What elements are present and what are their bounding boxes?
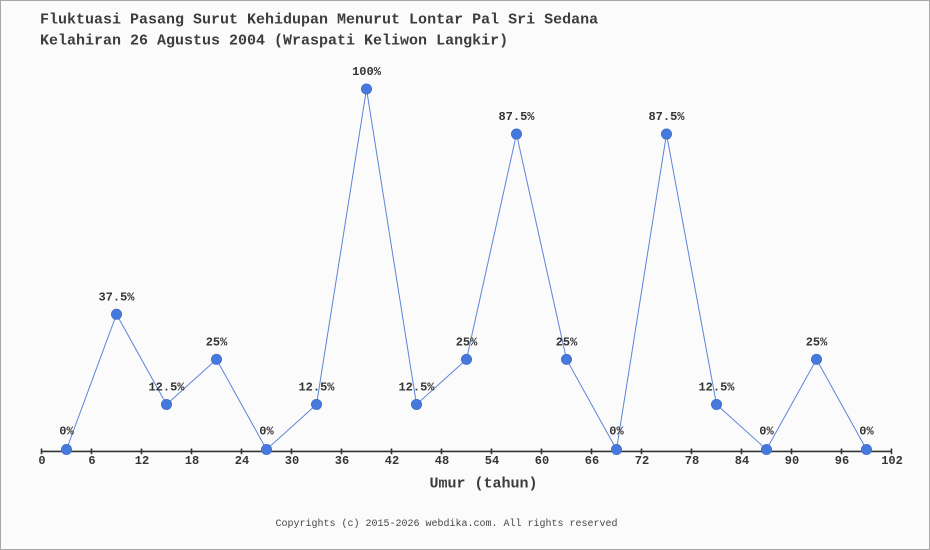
svg-text:0: 0 bbox=[38, 454, 45, 468]
svg-text:12.5%: 12.5% bbox=[398, 380, 435, 394]
svg-text:12.5%: 12.5% bbox=[298, 380, 335, 394]
svg-text:96: 96 bbox=[835, 454, 849, 468]
svg-text:25%: 25% bbox=[806, 335, 828, 349]
svg-text:12: 12 bbox=[135, 454, 149, 468]
svg-text:54: 54 bbox=[485, 454, 499, 468]
svg-text:Kelahiran 26 Agustus 2004 (Wra: Kelahiran 26 Agustus 2004 (Wraspati Keli… bbox=[40, 33, 508, 50]
svg-text:24: 24 bbox=[235, 454, 249, 468]
svg-text:100%: 100% bbox=[352, 65, 382, 79]
svg-text:84: 84 bbox=[735, 454, 749, 468]
svg-text:30: 30 bbox=[285, 454, 299, 468]
svg-text:66: 66 bbox=[585, 454, 599, 468]
svg-text:6: 6 bbox=[88, 454, 95, 468]
svg-text:90: 90 bbox=[785, 454, 799, 468]
svg-text:12.5%: 12.5% bbox=[698, 380, 735, 394]
svg-text:Fluktuasi Pasang Surut Kehidup: Fluktuasi Pasang Surut Kehidupan Menurut… bbox=[40, 12, 598, 29]
svg-text:0%: 0% bbox=[609, 424, 624, 438]
svg-text:0%: 0% bbox=[259, 424, 274, 438]
svg-text:25%: 25% bbox=[556, 335, 578, 349]
svg-text:60: 60 bbox=[535, 454, 549, 468]
svg-text:Umur (tahun): Umur (tahun) bbox=[429, 476, 537, 493]
svg-text:37.5%: 37.5% bbox=[98, 290, 135, 304]
svg-text:36: 36 bbox=[335, 454, 349, 468]
svg-text:18: 18 bbox=[185, 454, 199, 468]
svg-text:78: 78 bbox=[685, 454, 699, 468]
svg-text:72: 72 bbox=[635, 454, 649, 468]
svg-text:Copyrights (c) 2015-2026 webdi: Copyrights (c) 2015-2026 webdika.com. Al… bbox=[275, 518, 617, 530]
svg-text:25%: 25% bbox=[206, 335, 228, 349]
svg-text:0%: 0% bbox=[759, 424, 774, 438]
svg-text:87.5%: 87.5% bbox=[648, 110, 685, 124]
svg-text:87.5%: 87.5% bbox=[498, 110, 535, 124]
svg-text:48: 48 bbox=[435, 454, 449, 468]
svg-text:12.5%: 12.5% bbox=[148, 380, 185, 394]
svg-text:42: 42 bbox=[385, 454, 399, 468]
svg-text:0%: 0% bbox=[859, 424, 874, 438]
svg-text:25%: 25% bbox=[456, 335, 478, 349]
svg-text:102: 102 bbox=[881, 454, 903, 468]
svg-text:0%: 0% bbox=[59, 424, 74, 438]
